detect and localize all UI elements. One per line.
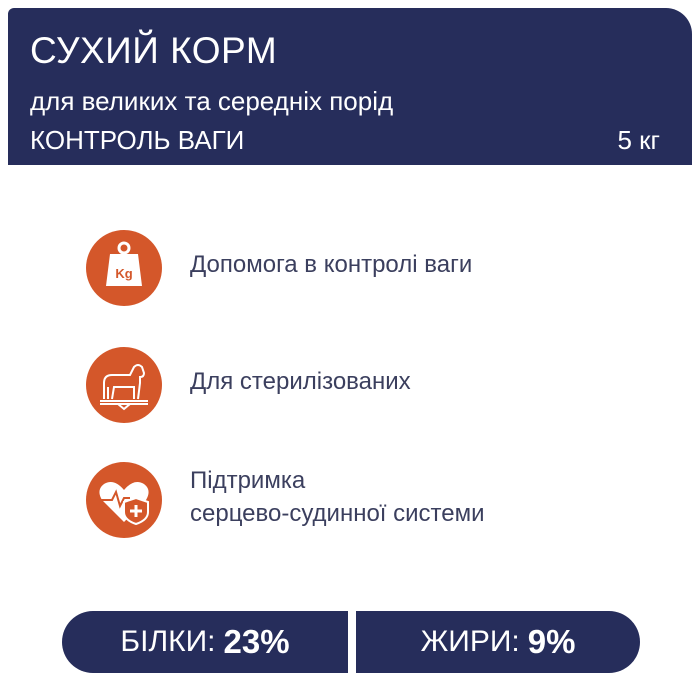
feature-text: Підтримка серцево-судинної системи [190, 464, 485, 530]
header-banner: СУХИЙ КОРМ для великих та середніх порід… [8, 8, 692, 165]
feature-text-line2: серцево-судинної системи [190, 500, 485, 527]
product-title: СУХИЙ КОРМ [30, 30, 278, 71]
feature-text: Допомога в контролі ваги [190, 251, 473, 278]
feature-text: Для стерилізованих [190, 368, 411, 395]
svg-text:Kg: Kg [115, 266, 132, 281]
heart-shield-icon [86, 462, 162, 538]
product-subtitle: для великих та середніх порід [30, 86, 394, 116]
fat-value: 9% [527, 623, 576, 660]
feature-sterilized: Для стерилізованих [86, 347, 646, 423]
protein-label: БІЛКИ: [120, 625, 216, 658]
feature-cardio: Підтримка серцево-судинної системи [86, 462, 646, 538]
fat-label: ЖИРИ: [420, 625, 520, 658]
protein-value: 23% [223, 623, 290, 660]
product-line: КОНТРОЛЬ ВАГИ [30, 125, 245, 155]
feature-text-line1: Підтримка [190, 467, 306, 494]
fat-badge: ЖИРИ: 9% [356, 611, 640, 673]
protein-badge: БІЛКИ: 23% [62, 611, 348, 673]
package-weight: 5 кг [617, 125, 660, 155]
feature-weight-control: Kg Допомога в контролі ваги [86, 230, 646, 306]
kg-weight-icon: Kg [86, 230, 162, 306]
dog-on-scale-icon [86, 347, 162, 423]
